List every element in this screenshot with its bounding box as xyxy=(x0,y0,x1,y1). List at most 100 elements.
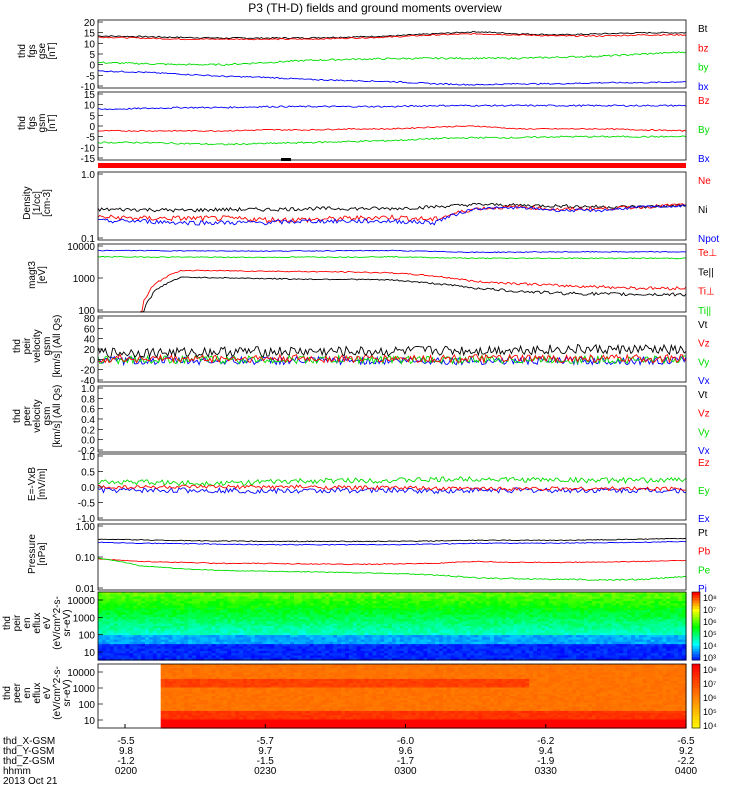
spectrogram-cell xyxy=(646,641,652,645)
spectrogram-cell xyxy=(599,644,605,647)
colorbar-segment xyxy=(692,654,700,658)
spectrogram-cell xyxy=(145,628,150,632)
spectrogram-cell xyxy=(196,646,201,650)
spectrogram-cell xyxy=(478,635,483,638)
spectrogram-cell xyxy=(290,657,295,661)
spectrogram-cell xyxy=(486,616,491,620)
spectrogram-cell xyxy=(619,601,624,604)
spectrogram-cell xyxy=(513,596,519,600)
spectrogram-cell xyxy=(682,614,687,618)
spectrogram-cell xyxy=(603,616,609,620)
spectrogram-cell xyxy=(646,635,652,638)
legend-label: Ti⊥ xyxy=(698,287,715,298)
spectrogram-cell xyxy=(493,614,499,618)
spectrogram-cell xyxy=(638,594,644,598)
spectrogram-cell xyxy=(344,598,350,602)
series-line xyxy=(97,32,687,41)
panel-3 xyxy=(97,171,687,241)
spectrogram-cell xyxy=(196,612,201,616)
spectrogram-cell xyxy=(603,603,609,607)
spectrogram-cell xyxy=(98,607,103,611)
spectrogram-cell xyxy=(662,639,667,643)
spectrogram-cell xyxy=(552,607,558,611)
spectrogram-cell xyxy=(478,612,483,616)
spectrogram-cell xyxy=(243,598,248,602)
spectrogram-cell xyxy=(294,603,299,607)
spectrogram-cell xyxy=(595,594,601,598)
spectrogram-cell xyxy=(427,630,432,634)
spectrogram-cell xyxy=(380,644,385,647)
spectrogram-cell xyxy=(670,614,675,618)
spectrogram-cell xyxy=(290,616,295,620)
spectrogram-cell xyxy=(407,594,413,598)
colorbar-label: 10⁴ xyxy=(703,641,717,651)
spectrogram-cell xyxy=(243,607,248,611)
spectrogram-cell xyxy=(501,603,507,607)
spectrogram-cell xyxy=(227,603,232,607)
legend-label: Npot xyxy=(698,234,719,245)
spectrogram-cell xyxy=(372,616,377,620)
spectrogram-cell xyxy=(333,630,338,634)
spectrogram-cell xyxy=(278,607,283,611)
spectrogram-cell xyxy=(670,621,675,625)
spectrogram-cell xyxy=(682,619,687,623)
spectrogram-cell xyxy=(152,632,158,636)
spectrogram-cell xyxy=(501,632,507,636)
spectrogram-cell xyxy=(294,601,299,604)
spectrogram-cell xyxy=(113,605,119,609)
spectrogram-cell xyxy=(627,637,632,641)
spectrogram-cell xyxy=(513,635,519,638)
spectrogram-cell xyxy=(207,630,213,634)
spectrogram-cell xyxy=(517,655,522,659)
spectrogram-cell xyxy=(454,655,460,659)
spectrogram-cell xyxy=(309,650,315,654)
spectrogram-cell xyxy=(497,596,503,600)
spectrogram-cell xyxy=(188,621,193,625)
spectrogram-cell xyxy=(419,623,424,627)
spectrogram-cell xyxy=(372,657,377,661)
spectrogram-cell xyxy=(564,603,569,607)
spectrogram-cell xyxy=(262,601,268,604)
spectrogram-cell xyxy=(176,670,181,674)
spectrogram-cell xyxy=(239,653,244,657)
spectrogram-cell xyxy=(364,610,370,613)
spectrogram-cell xyxy=(270,592,275,595)
spectrogram-cell xyxy=(223,646,228,650)
spectrogram-cell xyxy=(427,632,432,636)
spectrogram-cell xyxy=(611,594,617,598)
spectrogram-cell xyxy=(544,621,550,625)
spectrogram-cell xyxy=(446,619,452,623)
spectrogram-cell xyxy=(501,621,507,625)
spectrogram-cell xyxy=(560,630,566,634)
spectrogram-cell xyxy=(309,655,315,659)
spectrogram-cell xyxy=(203,653,209,657)
spectrogram-cell xyxy=(572,644,577,647)
spectrogram-cell xyxy=(137,632,142,636)
spectrogram-cell xyxy=(623,632,628,636)
spectrogram-cell xyxy=(344,630,350,634)
spectrogram-cell xyxy=(556,610,562,613)
spectrogram-cell xyxy=(517,623,522,627)
y-tick-label: 15 xyxy=(84,90,96,101)
spectrogram-cell xyxy=(223,630,228,634)
spectrogram-cell xyxy=(152,637,158,641)
spectrogram-cell xyxy=(392,623,397,627)
y-axis-label: [nT] xyxy=(47,42,58,59)
spectrogram-cell xyxy=(184,641,189,645)
spectrogram-cell xyxy=(544,616,550,620)
spectrogram-cell xyxy=(321,592,326,595)
spectrogram-cell xyxy=(584,619,589,623)
spectrogram-cell xyxy=(188,683,193,686)
spectrogram-cell xyxy=(286,616,291,620)
spectrogram-cell xyxy=(274,592,279,595)
spectrogram-cell xyxy=(392,621,397,625)
spectrogram-cell xyxy=(611,632,617,636)
spectrogram-cell xyxy=(172,648,177,652)
spectrogram-cell xyxy=(474,632,479,636)
y-axis-label: [km/s] (All Qs) xyxy=(52,385,63,448)
spectrogram-cell xyxy=(399,594,405,598)
spectrogram-cell xyxy=(301,612,307,616)
spectrogram-cell xyxy=(580,655,585,659)
spectrogram-cell xyxy=(286,607,291,611)
spectrogram-cell xyxy=(466,648,471,652)
